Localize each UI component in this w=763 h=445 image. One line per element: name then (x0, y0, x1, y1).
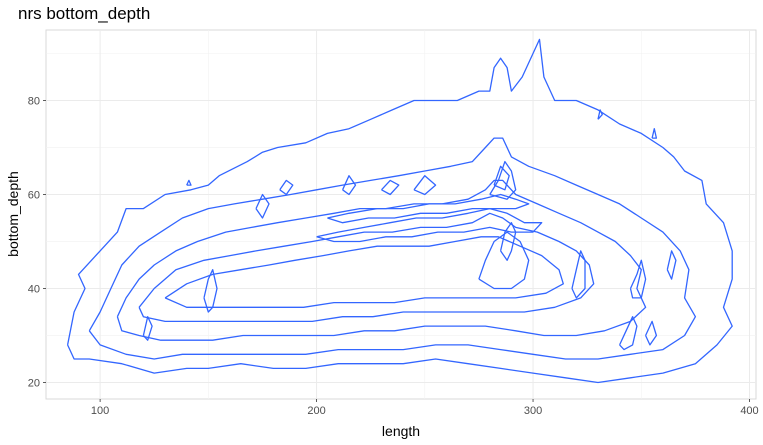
contour-line-15 (619, 316, 638, 351)
x-axis-ticks: 100 200 300 400 (91, 399, 759, 417)
x-tick-label: 100 (91, 405, 109, 417)
y-tick-label: 40 (28, 284, 40, 296)
contour-line-14 (666, 250, 677, 280)
contour-lines (66, 38, 733, 384)
y-tick-label: 20 (28, 378, 40, 390)
y-axis-title: bottom_depth (5, 171, 21, 257)
x-axis-title: length (382, 423, 420, 439)
contour-line-20 (651, 128, 658, 139)
contour-line-8 (489, 160, 517, 200)
y-tick-label: 60 (28, 190, 40, 202)
y-tick-label: 80 (28, 96, 40, 108)
contour-line-1 (66, 38, 733, 384)
contour-line-19 (597, 109, 603, 120)
contour-line-9 (493, 165, 510, 191)
y-axis-ticks: 20 40 60 80 (28, 96, 46, 390)
chart-title: nrs bottom_depth (18, 4, 151, 23)
contour-line-10 (499, 222, 517, 261)
contour-line-2 (88, 137, 697, 360)
contour-line-3 (116, 179, 647, 341)
contour-line-5 (164, 236, 564, 308)
contour-line-6 (316, 207, 543, 243)
contour-line-12 (571, 250, 586, 299)
plot-panel (45, 29, 757, 400)
contour-line-25 (381, 179, 400, 196)
contour-line-16 (645, 320, 658, 346)
contour-line-21 (186, 179, 192, 186)
contour-line-13 (629, 259, 647, 299)
x-tick-label: 400 (740, 405, 758, 417)
grid-lines (46, 30, 756, 399)
x-tick-label: 300 (524, 405, 542, 417)
contour-line-4 (138, 212, 595, 323)
contour-line-7 (327, 193, 530, 224)
contour-line-22 (279, 179, 294, 196)
contour-line-24 (413, 175, 437, 196)
contour-line-26 (342, 175, 357, 196)
contour-line-17 (142, 316, 153, 341)
contour-line-23 (255, 193, 270, 219)
x-tick-label: 200 (307, 405, 325, 417)
contour-line-11 (478, 231, 530, 290)
contour-line-18 (203, 269, 218, 313)
